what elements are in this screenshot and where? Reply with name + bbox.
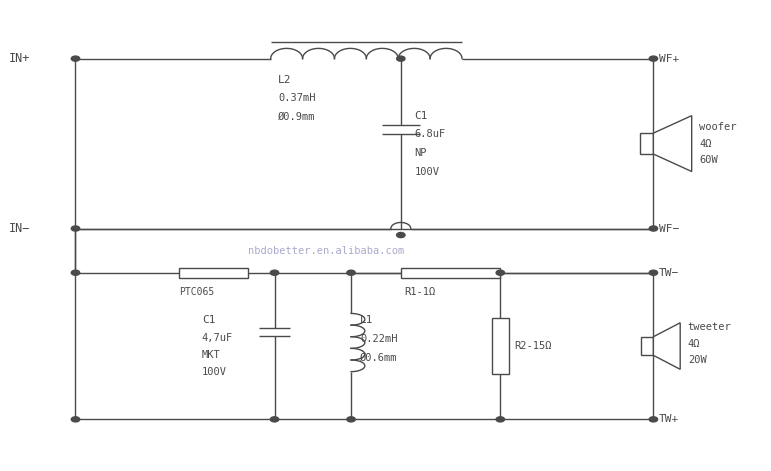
- Text: R1-1Ω: R1-1Ω: [405, 287, 436, 297]
- Circle shape: [271, 417, 279, 422]
- Text: 4,7uF: 4,7uF: [202, 333, 233, 343]
- Text: IN+: IN+: [9, 52, 30, 65]
- Circle shape: [396, 56, 405, 61]
- Text: TW+: TW+: [658, 414, 679, 424]
- Text: L1: L1: [360, 316, 374, 325]
- Text: 4Ω: 4Ω: [699, 138, 712, 148]
- Bar: [492, 318, 509, 374]
- Text: tweeter: tweeter: [688, 323, 732, 333]
- Text: woofer: woofer: [699, 122, 737, 132]
- Circle shape: [649, 226, 658, 231]
- Bar: [401, 268, 500, 278]
- Circle shape: [649, 417, 658, 422]
- Text: C1: C1: [202, 316, 215, 325]
- Text: nbdobetter.en.alibaba.com: nbdobetter.en.alibaba.com: [247, 246, 404, 256]
- Circle shape: [496, 270, 504, 275]
- Circle shape: [649, 56, 658, 61]
- Circle shape: [271, 270, 279, 275]
- Circle shape: [71, 56, 79, 61]
- Text: WF+: WF+: [658, 54, 679, 64]
- Circle shape: [71, 417, 79, 422]
- Circle shape: [71, 226, 79, 231]
- Text: 4Ω: 4Ω: [688, 339, 700, 349]
- Circle shape: [71, 270, 79, 275]
- Text: TW−: TW−: [658, 268, 679, 278]
- Text: 0.22mH: 0.22mH: [360, 334, 398, 344]
- Circle shape: [396, 233, 405, 237]
- Text: 0.37mH: 0.37mH: [278, 93, 316, 103]
- Circle shape: [649, 270, 658, 275]
- Text: IN−: IN−: [9, 222, 30, 235]
- Text: 100V: 100V: [202, 367, 227, 377]
- Text: NP: NP: [415, 148, 427, 158]
- Circle shape: [347, 417, 355, 422]
- Text: MKT: MKT: [202, 350, 221, 360]
- Text: 6.8uF: 6.8uF: [415, 129, 446, 139]
- Text: 60W: 60W: [699, 155, 718, 165]
- Text: Ø0.9mm: Ø0.9mm: [278, 112, 316, 122]
- Text: PTC065: PTC065: [179, 287, 214, 297]
- Text: L2: L2: [278, 74, 292, 85]
- Text: 20W: 20W: [688, 355, 706, 365]
- Text: R2-15Ω: R2-15Ω: [514, 341, 551, 351]
- Text: C1: C1: [415, 111, 428, 121]
- Bar: [179, 268, 247, 278]
- Text: WF−: WF−: [658, 224, 679, 234]
- Polygon shape: [653, 116, 692, 171]
- Text: 100V: 100V: [415, 167, 439, 177]
- Bar: [640, 133, 653, 154]
- Text: Ø0.6mm: Ø0.6mm: [360, 353, 398, 363]
- Polygon shape: [653, 323, 680, 369]
- Circle shape: [496, 417, 504, 422]
- Circle shape: [347, 270, 355, 275]
- Bar: [641, 337, 653, 355]
